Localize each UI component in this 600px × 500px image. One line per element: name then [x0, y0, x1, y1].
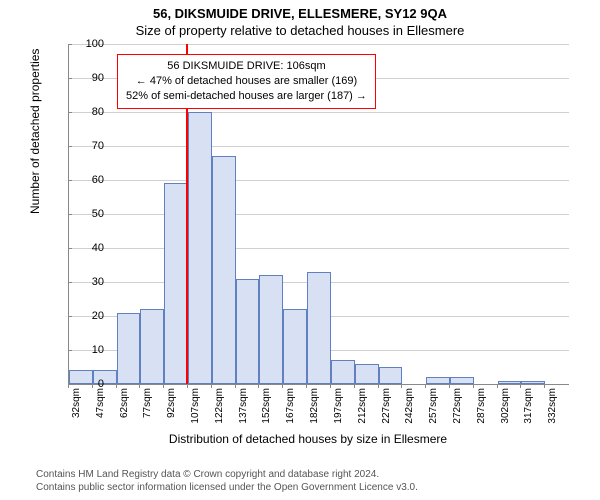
- histogram-chart: Number of detached properties 56 DIKSMUI…: [38, 44, 578, 424]
- histogram-bar: [355, 364, 379, 384]
- histogram-bar: [450, 377, 474, 384]
- x-tick-mark: [282, 384, 283, 388]
- x-tick-label: 197sqm: [333, 388, 344, 424]
- x-tick-mark: [187, 384, 188, 388]
- x-tick-mark: [425, 384, 426, 388]
- gridline: [69, 180, 569, 181]
- x-tick-label: 317sqm: [523, 388, 534, 424]
- x-tick-mark: [449, 384, 450, 388]
- histogram-bar: [498, 381, 522, 384]
- y-tick-label: 90: [76, 72, 104, 84]
- x-tick-mark: [330, 384, 331, 388]
- page-subtitle: Size of property relative to detached ho…: [0, 21, 600, 38]
- x-tick-label: 272sqm: [452, 388, 463, 424]
- y-tick-label: 40: [76, 242, 104, 254]
- info-line-1: 56 DIKSMUIDE DRIVE: 106sqm: [126, 59, 367, 74]
- y-tick-label: 60: [76, 174, 104, 186]
- y-tick-label: 30: [76, 276, 104, 288]
- histogram-bar: [426, 377, 450, 384]
- x-tick-label: 182sqm: [309, 388, 320, 424]
- x-tick-mark: [139, 384, 140, 388]
- x-tick-label: 257sqm: [428, 388, 439, 424]
- y-tick-mark: [68, 316, 72, 317]
- x-tick-label: 212sqm: [357, 388, 368, 424]
- plot-area: 56 DIKSMUIDE DRIVE: 106sqm ← 47% of deta…: [68, 44, 569, 385]
- x-tick-label: 122sqm: [214, 388, 225, 424]
- footer-line-2: Contains public sector information licen…: [36, 481, 418, 494]
- x-tick-label: 332sqm: [547, 388, 558, 424]
- x-tick-label: 107sqm: [190, 388, 201, 424]
- x-tick-label: 302sqm: [500, 388, 511, 424]
- footer-attribution: Contains HM Land Registry data © Crown c…: [36, 468, 418, 494]
- y-tick-mark: [68, 112, 72, 113]
- y-tick-mark: [68, 180, 72, 181]
- histogram-bar: [140, 309, 164, 384]
- x-tick-mark: [235, 384, 236, 388]
- x-tick-label: 167sqm: [285, 388, 296, 424]
- histogram-bar: [164, 183, 188, 384]
- histogram-bar: [259, 275, 283, 384]
- x-tick-label: 77sqm: [142, 388, 153, 418]
- gridline: [69, 214, 569, 215]
- y-tick-mark: [68, 282, 72, 283]
- x-tick-label: 92sqm: [166, 388, 177, 418]
- histogram-bar: [331, 360, 355, 384]
- histogram-bar: [188, 112, 212, 384]
- x-tick-label: 152sqm: [261, 388, 272, 424]
- x-tick-label: 32sqm: [71, 388, 82, 418]
- marker-info-box: 56 DIKSMUIDE DRIVE: 106sqm ← 47% of deta…: [117, 54, 376, 109]
- info-line-2: ← 47% of detached houses are smaller (16…: [126, 74, 367, 89]
- y-tick-mark: [68, 146, 72, 147]
- x-tick-mark: [68, 384, 69, 388]
- y-tick-mark: [68, 248, 72, 249]
- x-tick-label: 287sqm: [476, 388, 487, 424]
- y-axis-label: Number of detached properties: [28, 49, 42, 214]
- histogram-bar: [283, 309, 307, 384]
- histogram-bar: [236, 279, 260, 384]
- gridline: [69, 44, 569, 45]
- gridline: [69, 112, 569, 113]
- y-tick-mark: [68, 350, 72, 351]
- histogram-bar: [117, 313, 141, 384]
- y-tick-label: 50: [76, 208, 104, 220]
- histogram-bar: [521, 381, 545, 384]
- x-tick-mark: [354, 384, 355, 388]
- y-tick-label: 100: [76, 38, 104, 50]
- histogram-bar: [212, 156, 236, 384]
- x-tick-label: 62sqm: [119, 388, 130, 418]
- y-tick-mark: [68, 44, 72, 45]
- x-tick-label: 137sqm: [238, 388, 249, 424]
- x-tick-mark: [116, 384, 117, 388]
- x-axis-label: Distribution of detached houses by size …: [38, 432, 578, 446]
- x-tick-mark: [92, 384, 93, 388]
- y-tick-label: 20: [76, 310, 104, 322]
- histogram-bar: [307, 272, 331, 384]
- y-tick-label: 10: [76, 344, 104, 356]
- x-tick-mark: [473, 384, 474, 388]
- x-tick-mark: [520, 384, 521, 388]
- info-line-3: 52% of semi-detached houses are larger (…: [126, 89, 367, 104]
- x-tick-label: 227sqm: [381, 388, 392, 424]
- gridline: [69, 248, 569, 249]
- y-tick-mark: [68, 214, 72, 215]
- histogram-bar: [379, 367, 403, 384]
- x-tick-mark: [378, 384, 379, 388]
- x-tick-mark: [163, 384, 164, 388]
- x-tick-mark: [211, 384, 212, 388]
- x-tick-mark: [401, 384, 402, 388]
- footer-line-1: Contains HM Land Registry data © Crown c…: [36, 468, 418, 481]
- x-tick-label: 242sqm: [404, 388, 415, 424]
- x-tick-mark: [497, 384, 498, 388]
- gridline: [69, 146, 569, 147]
- x-tick-mark: [306, 384, 307, 388]
- y-tick-label: 80: [76, 106, 104, 118]
- x-tick-mark: [544, 384, 545, 388]
- x-tick-label: 47sqm: [95, 388, 106, 418]
- y-tick-label: 70: [76, 140, 104, 152]
- page-title: 56, DIKSMUIDE DRIVE, ELLESMERE, SY12 9QA: [0, 0, 600, 21]
- x-tick-mark: [258, 384, 259, 388]
- y-tick-mark: [68, 78, 72, 79]
